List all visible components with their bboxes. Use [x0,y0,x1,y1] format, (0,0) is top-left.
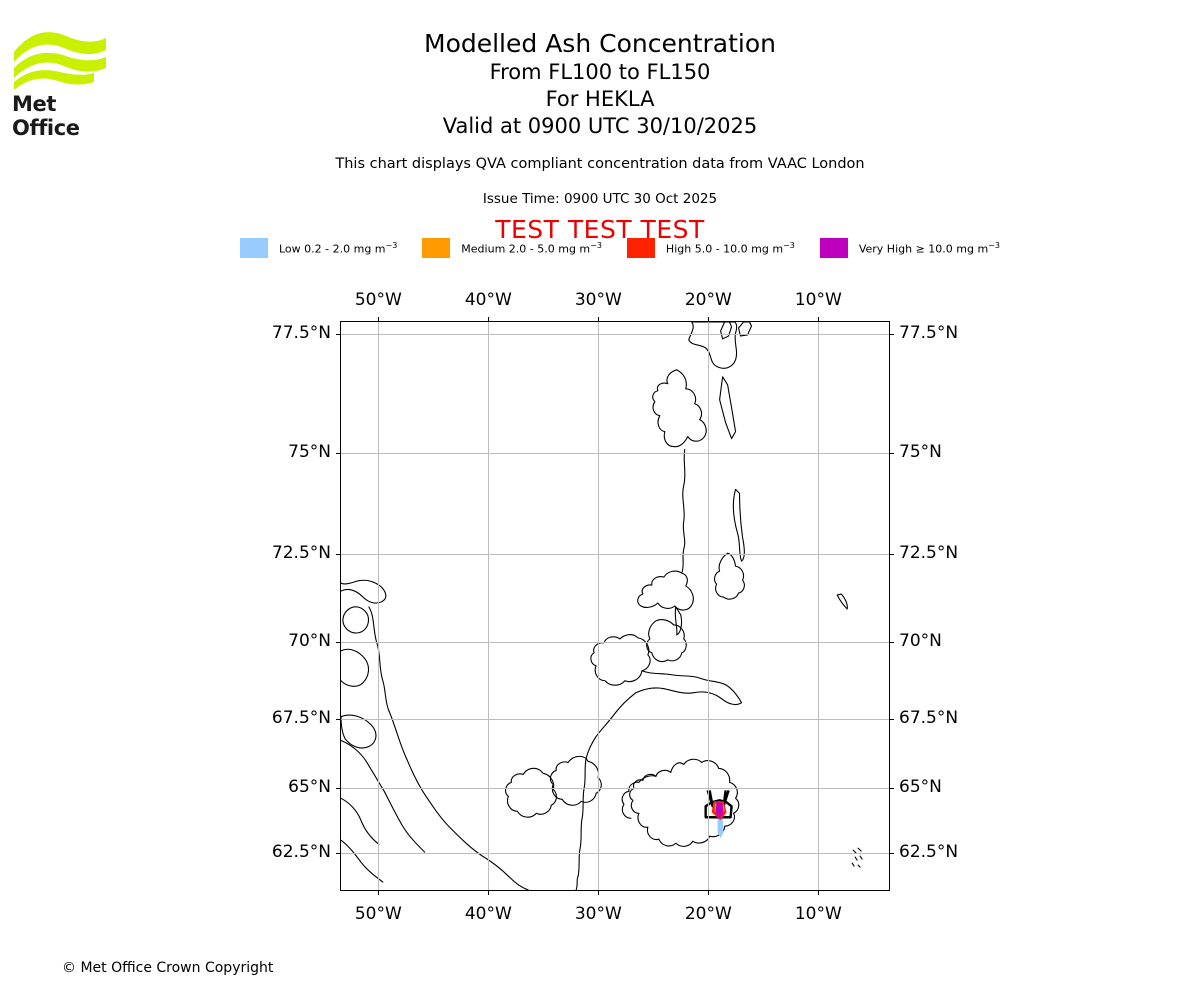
tick-top-20w [708,317,710,322]
issue-time: Issue Time: 0900 UTC 30 Oct 2025 [482,191,718,207]
ytick-left-label-775n: 77.5°N [271,323,331,343]
tick-right-75n [889,453,894,455]
tick-top-40w [488,317,490,322]
gridline-lon-40w [488,322,490,890]
gridline-lon-50w [378,322,380,890]
ytick-right-label-70n: 70°N [899,631,942,651]
tick-right-675n [889,718,894,720]
copyright-footer: © Met Office Crown Copyright [62,960,274,976]
ytick-right-label-65n: 65°N [899,777,942,798]
tick-left-625n [336,853,341,855]
gridline-lat-70n [341,642,889,643]
tick-right-70n [889,642,894,643]
gridline-lat-625n [341,853,889,855]
tick-bottom-40w [488,890,490,895]
tick-top-30w [598,317,600,322]
xtick-bottom-label-4: 10°W [794,904,842,924]
title-volcano: For HEKLA [545,87,655,111]
legend-swatch-low [240,238,268,258]
legend-swatch-medium [422,238,451,258]
legend-label-low: Low 0.2 - 2.0 mg m−3 [279,240,398,256]
xtick-top-label-4: 10°W [794,290,842,310]
gridline-lat-75n [341,453,889,455]
ytick-right-label-75n: 75°N [899,442,942,463]
page-title: Modelled Ash Concentration [424,29,776,58]
ytick-left-label-725n: 72.5°N [271,543,331,564]
test-banner: TEST TEST TEST [495,215,705,244]
met-office-logo: Met Office [10,22,120,140]
tick-right-625n [889,853,894,855]
tick-bottom-10w [818,890,820,895]
ytick-right-label-775n: 77.5°N [899,323,959,343]
gridline-lon-10w [818,322,820,890]
chart-title-block: Modelled Ash Concentration From FL100 to… [0,28,1200,140]
xtick-top-label-1: 40°W [464,290,512,310]
xtick-bottom-label-3: 20°W [684,904,732,924]
gridline-lon-20w [708,322,710,890]
legend-label-high: High 5.0 - 10.0 mg m−3 [665,240,795,256]
plume-low-contour [717,817,724,839]
legend-label-very-high: Very High ≥ 10.0 mg m−3 [858,240,1000,256]
met-office-wave-icon [14,32,106,90]
xtick-top-label-3: 20°W [684,290,732,310]
tick-right-775n [889,334,894,335]
tick-left-65n [336,788,341,790]
ytick-right-label-725n: 72.5°N [899,543,959,564]
tick-left-675n [336,718,341,720]
gridline-lat-775n [341,334,889,335]
legend-swatch-high [626,238,655,258]
gridline-lon-30w [598,322,600,890]
tick-left-75n [336,453,341,455]
title-flight-levels: From FL100 to FL150 [489,60,711,84]
xtick-bottom-label-2: 30°W [574,904,622,924]
legend-item-medium: Medium 2.0 - 5.0 mg m−3 [422,238,602,258]
legend-item-low: Low 0.2 - 2.0 mg m−3 [240,238,397,258]
ytick-right-label-625n: 62.5°N [899,842,959,863]
tick-bottom-50w [378,890,380,895]
map-plot-area: 50°W 40°W 30°W 20°W 10°W 50°W 40°W 30°W … [272,290,958,924]
tick-right-65n [889,788,894,790]
chart-subtitle: This chart displays QVA compliant concen… [335,156,865,172]
coastline-layer [341,322,863,890]
tick-bottom-20w [708,890,710,895]
legend-swatch-very-high [819,238,848,258]
legend-item-high: High 5.0 - 10.0 mg m−3 [626,238,795,258]
met-office-logo-text: Met Office [12,92,80,140]
concentration-legend: Low 0.2 - 2.0 mg m−3 Medium 2.0 - 5.0 mg… [240,238,1000,258]
legend-item-very-high: Very High ≥ 10.0 mg m−3 [819,238,1000,258]
tick-left-725n [336,554,341,556]
tick-bottom-30w [598,890,600,895]
ytick-right-label-675n: 67.5°N [899,707,959,728]
xtick-top-label-2: 30°W [574,290,622,310]
xtick-bottom-label-1: 40°W [464,904,512,924]
gridline-lat-675n [341,718,889,720]
ytick-left-label-625n: 62.5°N [271,842,331,863]
ash-concentration-plume [704,789,733,839]
ytick-left-label-70n: 70°N [288,631,331,651]
xtick-top-label-0: 50°W [354,290,402,310]
title-valid-time: Valid at 0900 UTC 30/10/2025 [442,114,758,138]
gridline-lat-65n [341,788,889,790]
tick-left-775n [336,334,341,335]
tick-top-50w [378,317,380,322]
tick-top-10w [818,317,820,322]
tick-right-725n [889,554,894,556]
gridline-lat-725n [341,554,889,556]
legend-label-medium: Medium 2.0 - 5.0 mg m−3 [461,240,602,256]
ytick-left-label-675n: 67.5°N [271,707,331,728]
plume-very-high-contour [715,801,724,820]
tick-left-70n [336,642,341,643]
ytick-left-label-75n: 75°N [288,442,331,463]
ytick-left-label-65n: 65°N [288,777,331,798]
xtick-bottom-label-0: 50°W [354,904,402,924]
